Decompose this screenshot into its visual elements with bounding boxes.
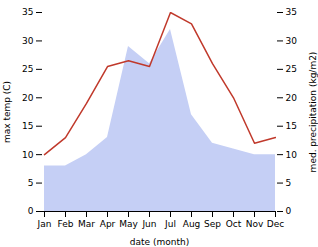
svg-text:25: 25 [286, 64, 297, 74]
svg-text:0: 0 [286, 206, 292, 216]
svg-text:25: 25 [22, 64, 33, 74]
svg-text:date (month): date (month) [130, 237, 189, 247]
svg-text:30: 30 [22, 36, 34, 46]
svg-text:May: May [119, 219, 138, 229]
svg-text:20: 20 [286, 93, 298, 103]
svg-text:15: 15 [22, 121, 33, 131]
svg-text:Jul: Jul [164, 219, 176, 229]
svg-text:Sep: Sep [204, 219, 221, 229]
svg-text:max temp (C): max temp (C) [2, 81, 12, 143]
svg-text:35: 35 [286, 7, 297, 17]
svg-text:10: 10 [22, 150, 34, 160]
svg-text:Mar: Mar [78, 219, 95, 229]
svg-text:20: 20 [22, 93, 34, 103]
svg-text:Feb: Feb [58, 219, 74, 229]
svg-text:Aug: Aug [183, 219, 201, 229]
svg-text:0: 0 [28, 206, 34, 216]
svg-text:5: 5 [28, 178, 34, 188]
svg-text:Nov: Nov [246, 219, 264, 229]
svg-text:10: 10 [286, 150, 298, 160]
svg-text:med. precipitation (kg/m2): med. precipitation (kg/m2) [308, 52, 318, 173]
svg-text:Dec: Dec [267, 219, 284, 229]
svg-text:Apr: Apr [100, 219, 116, 229]
svg-text:Jun: Jun [141, 219, 156, 229]
svg-text:35: 35 [22, 7, 33, 17]
svg-text:Oct: Oct [226, 219, 242, 229]
svg-text:15: 15 [286, 121, 297, 131]
svg-text:5: 5 [286, 178, 292, 188]
svg-text:Jan: Jan [37, 219, 52, 229]
svg-text:30: 30 [286, 36, 298, 46]
